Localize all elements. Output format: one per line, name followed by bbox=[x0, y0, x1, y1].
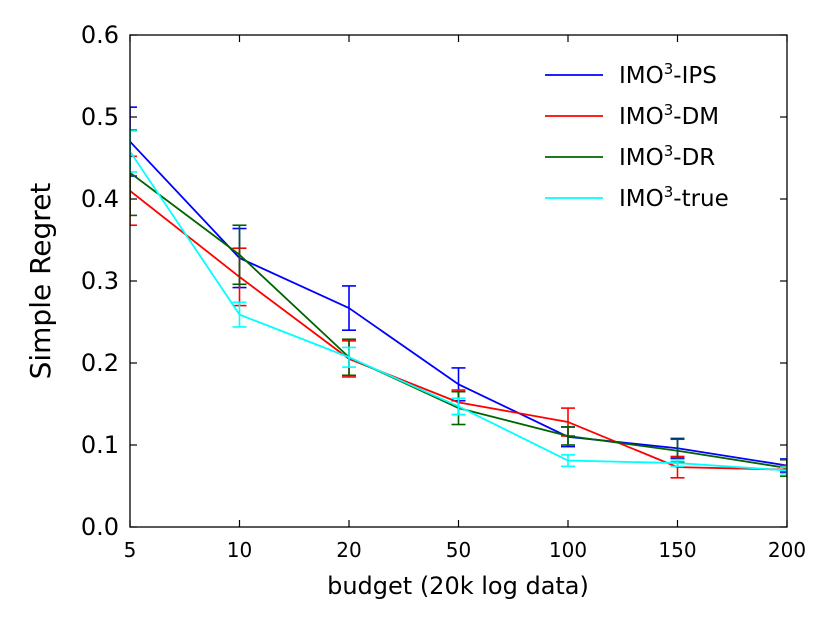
error-bar bbox=[670, 458, 685, 468]
error-bar bbox=[130, 130, 137, 173]
error-bar bbox=[780, 458, 787, 477]
error-bar bbox=[451, 397, 466, 416]
legend-label-superscript: 3 bbox=[664, 183, 674, 201]
error-bar bbox=[342, 346, 356, 368]
x-tick-label: 150 bbox=[658, 538, 696, 562]
error-bar bbox=[561, 454, 575, 468]
error-bar bbox=[342, 285, 356, 332]
legend-item: IMO3-true bbox=[545, 183, 729, 212]
y-tick-label: 0.6 bbox=[81, 21, 119, 49]
legend-label-base: IMO bbox=[619, 186, 664, 212]
legend-label-superscript: 3 bbox=[664, 60, 674, 78]
x-tick-label: 200 bbox=[768, 538, 806, 562]
legend-label-base: IMO bbox=[619, 145, 664, 171]
error-bar bbox=[232, 224, 247, 286]
x-tick-label: 10 bbox=[227, 538, 252, 562]
x-tick-label: 100 bbox=[549, 538, 587, 562]
legend-item: IMO3-DR bbox=[545, 142, 715, 171]
error-bar bbox=[780, 458, 787, 473]
y-tick-label: 0.1 bbox=[81, 431, 119, 459]
legend-label-suffix: -IPS bbox=[673, 63, 717, 89]
legend-label: IMO3-DR bbox=[619, 142, 715, 171]
y-tick-label: 0.0 bbox=[81, 513, 119, 541]
series-layer bbox=[130, 106, 787, 479]
legend-item: IMO3-DM bbox=[545, 101, 719, 130]
legend-label-suffix: -DM bbox=[673, 104, 719, 130]
legend-label-base: IMO bbox=[619, 63, 664, 89]
y-tick-label: 0.4 bbox=[81, 185, 119, 213]
error-bar bbox=[130, 129, 137, 217]
y-axis-title: Simple Regret bbox=[24, 183, 57, 380]
error-bar bbox=[130, 155, 137, 227]
legend-label: IMO3-DM bbox=[619, 101, 719, 130]
legend-label-suffix: -true bbox=[673, 186, 729, 212]
axis-ticks: 5 10 20 50 100 150 200 0.0 0.1 0.2 0.3 0.4 0.5 0.6 bbox=[81, 21, 806, 562]
x-tick-label: 20 bbox=[336, 538, 361, 562]
legend-label-suffix: -DR bbox=[673, 145, 715, 171]
error-bar bbox=[232, 301, 247, 328]
x-tick-label: 5 bbox=[124, 538, 137, 562]
legend-label: IMO3-IPS bbox=[619, 60, 717, 89]
series-4 bbox=[130, 130, 787, 475]
legend-label-superscript: 3 bbox=[664, 142, 674, 160]
error-bar bbox=[561, 426, 575, 446]
error-bar bbox=[780, 466, 787, 475]
legend-label: IMO3-true bbox=[619, 183, 729, 212]
x-axis-title: budget (20k log data) bbox=[327, 572, 589, 600]
legend-item: IMO3-IPS bbox=[545, 60, 717, 89]
y-tick-label: 0.2 bbox=[81, 349, 119, 377]
legend-label-base: IMO bbox=[619, 104, 664, 130]
y-tick-label: 0.5 bbox=[81, 103, 119, 131]
legend-label-superscript: 3 bbox=[664, 101, 674, 119]
x-tick-label: 50 bbox=[446, 538, 471, 562]
y-tick-label: 0.3 bbox=[81, 267, 119, 295]
